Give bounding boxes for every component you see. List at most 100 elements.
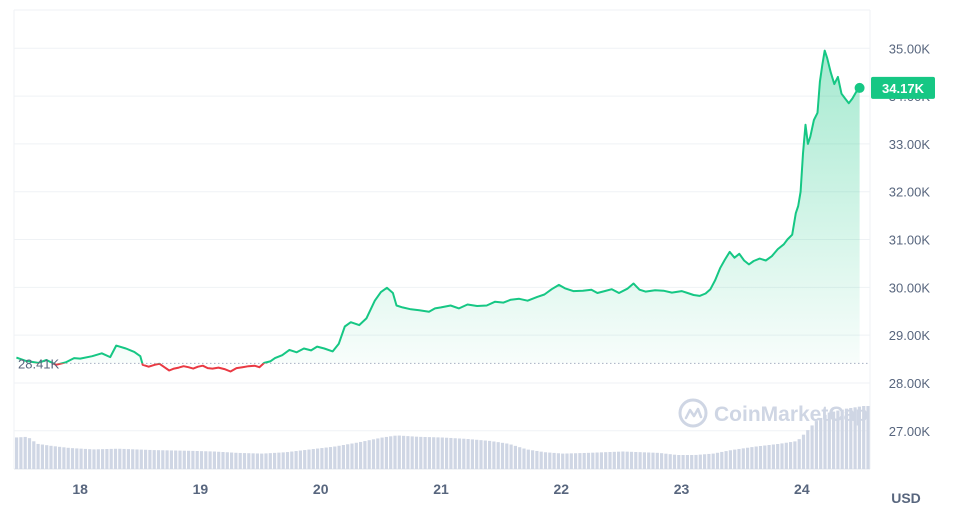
volume-bar — [784, 442, 788, 469]
volume-bar — [242, 453, 247, 469]
volume-bar — [668, 454, 672, 469]
volume-bar — [685, 455, 689, 469]
volume-bar — [144, 449, 148, 469]
grid — [13, 9, 871, 470]
volume-bar — [866, 406, 870, 469]
volume-bar — [49, 445, 53, 469]
volume-bar — [647, 452, 651, 469]
volume-bar — [505, 443, 509, 469]
price-line-down — [34, 363, 267, 373]
volume-bar — [182, 450, 186, 469]
volume-bar — [139, 449, 143, 469]
volume-bar — [509, 444, 513, 469]
volume-bar — [217, 451, 221, 469]
volume-bar — [655, 452, 659, 469]
volume-bar — [470, 439, 474, 469]
volume-bar — [789, 442, 793, 469]
volume-bar — [316, 448, 320, 469]
volume-bar — [561, 453, 565, 469]
y-tick-label: 30.00K — [889, 280, 931, 295]
volume-bar — [703, 454, 707, 469]
volume-bar — [83, 448, 87, 469]
current-price-label: 34.17K — [882, 81, 925, 96]
volume-bar — [199, 451, 204, 469]
volume-bar — [694, 454, 698, 469]
current-price-dot — [854, 82, 865, 93]
volume-bar — [844, 408, 849, 469]
y-tick-label: 28.00K — [889, 376, 931, 391]
y-tick-label: 35.00K — [889, 41, 931, 56]
volume-bar — [836, 410, 840, 469]
current-price-badge-bg — [871, 76, 935, 99]
volume-bar — [101, 449, 105, 469]
volume-bar — [419, 436, 423, 469]
volume-bar — [152, 450, 156, 469]
volume-bar — [840, 409, 844, 469]
volume-bar — [79, 448, 83, 469]
y-tick-label: 27.00K — [889, 424, 931, 439]
volume-bar — [230, 452, 234, 469]
volume-bar — [303, 450, 307, 469]
volume-bar — [780, 443, 784, 469]
volume-bar — [539, 451, 543, 469]
volume-bar — [492, 441, 496, 469]
volume-bar — [165, 450, 169, 469]
volume-bar — [746, 447, 750, 469]
volume-bar — [277, 452, 281, 469]
volume-bar — [634, 451, 638, 469]
volume-bar — [393, 435, 397, 469]
volume-bar — [642, 452, 646, 469]
volume-bar — [212, 451, 216, 469]
volume-bar — [191, 450, 195, 469]
volume-bar — [320, 448, 324, 469]
volume-bar — [750, 447, 754, 469]
volume-bar — [724, 451, 728, 469]
volume-bar — [793, 441, 797, 469]
volume-bar — [66, 447, 70, 469]
reference-label: 28.41K — [18, 356, 60, 371]
volume-bar — [268, 453, 272, 469]
y-tick-label: 32.00K — [889, 185, 931, 200]
x-tick-label: 22 — [553, 481, 569, 497]
volume-bar — [763, 445, 767, 469]
volume-bar — [608, 452, 612, 469]
volume-bar — [595, 452, 599, 469]
volume-bar — [62, 447, 66, 469]
volume-bar — [109, 448, 113, 469]
volume-bar — [513, 445, 517, 469]
volume-bar — [853, 407, 857, 469]
volume-bar — [350, 443, 354, 469]
current-price-badge: 34.17K — [871, 76, 935, 99]
x-tick-label: 24 — [794, 481, 810, 497]
volume-bar — [105, 449, 109, 469]
x-tick-label: 18 — [72, 481, 88, 497]
volume-bar — [333, 446, 337, 469]
volume-bar — [814, 421, 818, 469]
volume-bar — [711, 453, 715, 469]
y-tick-label: 33.00K — [889, 137, 931, 152]
volume-bar — [767, 444, 771, 469]
volume-bar — [449, 437, 453, 469]
volume-bar — [849, 407, 853, 469]
volume-bar — [612, 451, 616, 469]
volume-bar — [45, 445, 49, 469]
volume-bar — [604, 452, 608, 469]
volume-bar — [500, 442, 505, 469]
volume-bar — [617, 451, 621, 469]
volume-bar — [445, 437, 449, 469]
volume-bar — [698, 454, 702, 469]
volume-bar — [638, 452, 642, 469]
volume-bar — [720, 451, 724, 469]
volume-bar — [88, 449, 92, 469]
volume-bar — [651, 452, 655, 469]
volume-bar — [569, 453, 573, 469]
volume-bar — [384, 436, 388, 469]
volume-bar — [599, 452, 603, 469]
volume-bar — [397, 435, 401, 469]
volume-bar — [161, 450, 165, 469]
volume-bar — [621, 451, 625, 469]
volume-bar — [221, 452, 225, 469]
volume-bar — [27, 438, 32, 469]
volume-bar — [328, 447, 333, 469]
